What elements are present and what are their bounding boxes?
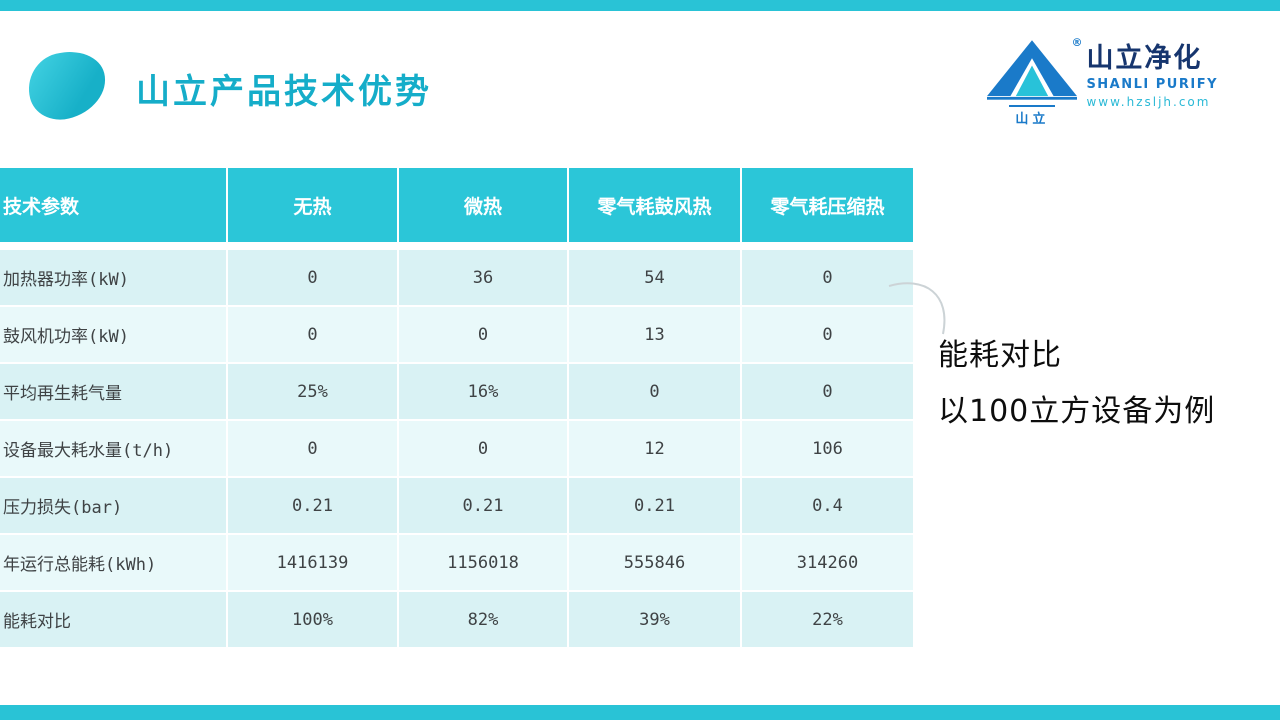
- mountain-logo-icon: [987, 40, 1078, 100]
- row-label: 压力损失(bar): [0, 478, 226, 533]
- page-title: 山立产品技术优势: [136, 74, 432, 111]
- annotation-line1: 能耗对比: [938, 338, 1062, 373]
- cell-value: 0: [399, 421, 567, 476]
- cell-value: 0.21: [228, 478, 397, 533]
- header-heatless: 无热: [228, 168, 397, 248]
- cell-value: 555846: [569, 535, 740, 590]
- cell-value: 22%: [742, 592, 913, 647]
- brand-name-cn: 山立净化: [1086, 43, 1203, 74]
- row-label: 鼓风机功率(kW): [0, 307, 226, 362]
- row-label: 设备最大耗水量(t/h): [0, 421, 226, 476]
- brand-icon-wrap: ® 山立: [986, 36, 1082, 127]
- cell-value: 1416139: [228, 535, 397, 590]
- brand-block: ® 山立 山立净化 SHANLI PURIFY www.hzsljh.com: [986, 36, 1218, 127]
- row-label: 加热器功率(kW): [0, 250, 226, 305]
- cell-value: 0: [569, 364, 740, 419]
- cell-value: 0: [228, 421, 397, 476]
- header-zero-purge-compression: 零气耗压缩热: [742, 168, 913, 248]
- top-accent-bar: [0, 0, 1280, 11]
- row-label: 平均再生耗气量: [0, 364, 226, 419]
- bottom-accent-bar: [0, 705, 1280, 720]
- cell-value: 36: [399, 250, 567, 305]
- registered-mark: ®: [1071, 36, 1083, 49]
- header-micro-heat: 微热: [399, 168, 567, 248]
- cell-value: 0.21: [399, 478, 567, 533]
- annotation-line2: 以100立方设备为例: [938, 394, 1216, 429]
- cell-value: 13: [569, 307, 740, 362]
- cell-value: 1156018: [399, 535, 567, 590]
- brand-mark-label: 山立: [1009, 105, 1056, 127]
- cell-value: 100%: [228, 592, 397, 647]
- connector-curve: [888, 282, 946, 335]
- annotation-block: 能耗对比 以100立方设备为例: [938, 328, 1215, 440]
- cell-value: 0: [742, 307, 913, 362]
- cell-value: 314260: [742, 535, 913, 590]
- cell-value: 0: [742, 250, 913, 305]
- cell-value: 25%: [228, 364, 397, 419]
- row-label: 年运行总能耗(kWh): [0, 535, 226, 590]
- cell-value: 106: [742, 421, 913, 476]
- cell-value: 0: [228, 307, 397, 362]
- cell-value: 16%: [399, 364, 567, 419]
- blob-decoration: [21, 43, 113, 127]
- cell-value: 54: [569, 250, 740, 305]
- cell-value: 0.4: [742, 478, 913, 533]
- comparison-table: 技术参数 无热 微热 零气耗鼓风热 零气耗压缩热 加热器功率(kW) 0 36 …: [0, 168, 913, 647]
- cell-value: 12: [569, 421, 740, 476]
- header-zero-purge-blower: 零气耗鼓风热: [569, 168, 740, 248]
- brand-url: www.hzsljh.com: [1086, 94, 1211, 109]
- cell-value: 0: [742, 364, 913, 419]
- header-tech-params: 技术参数: [0, 168, 226, 248]
- cell-value: 39%: [569, 592, 740, 647]
- cell-value: 0: [399, 307, 567, 362]
- cell-value: 82%: [399, 592, 567, 647]
- cell-value: 0: [228, 250, 397, 305]
- brand-name-en: SHANLI PURIFY: [1086, 76, 1218, 92]
- cell-value: 0.21: [569, 478, 740, 533]
- brand-text: 山立净化 SHANLI PURIFY www.hzsljh.com: [1086, 40, 1218, 109]
- row-label: 能耗对比: [0, 592, 226, 647]
